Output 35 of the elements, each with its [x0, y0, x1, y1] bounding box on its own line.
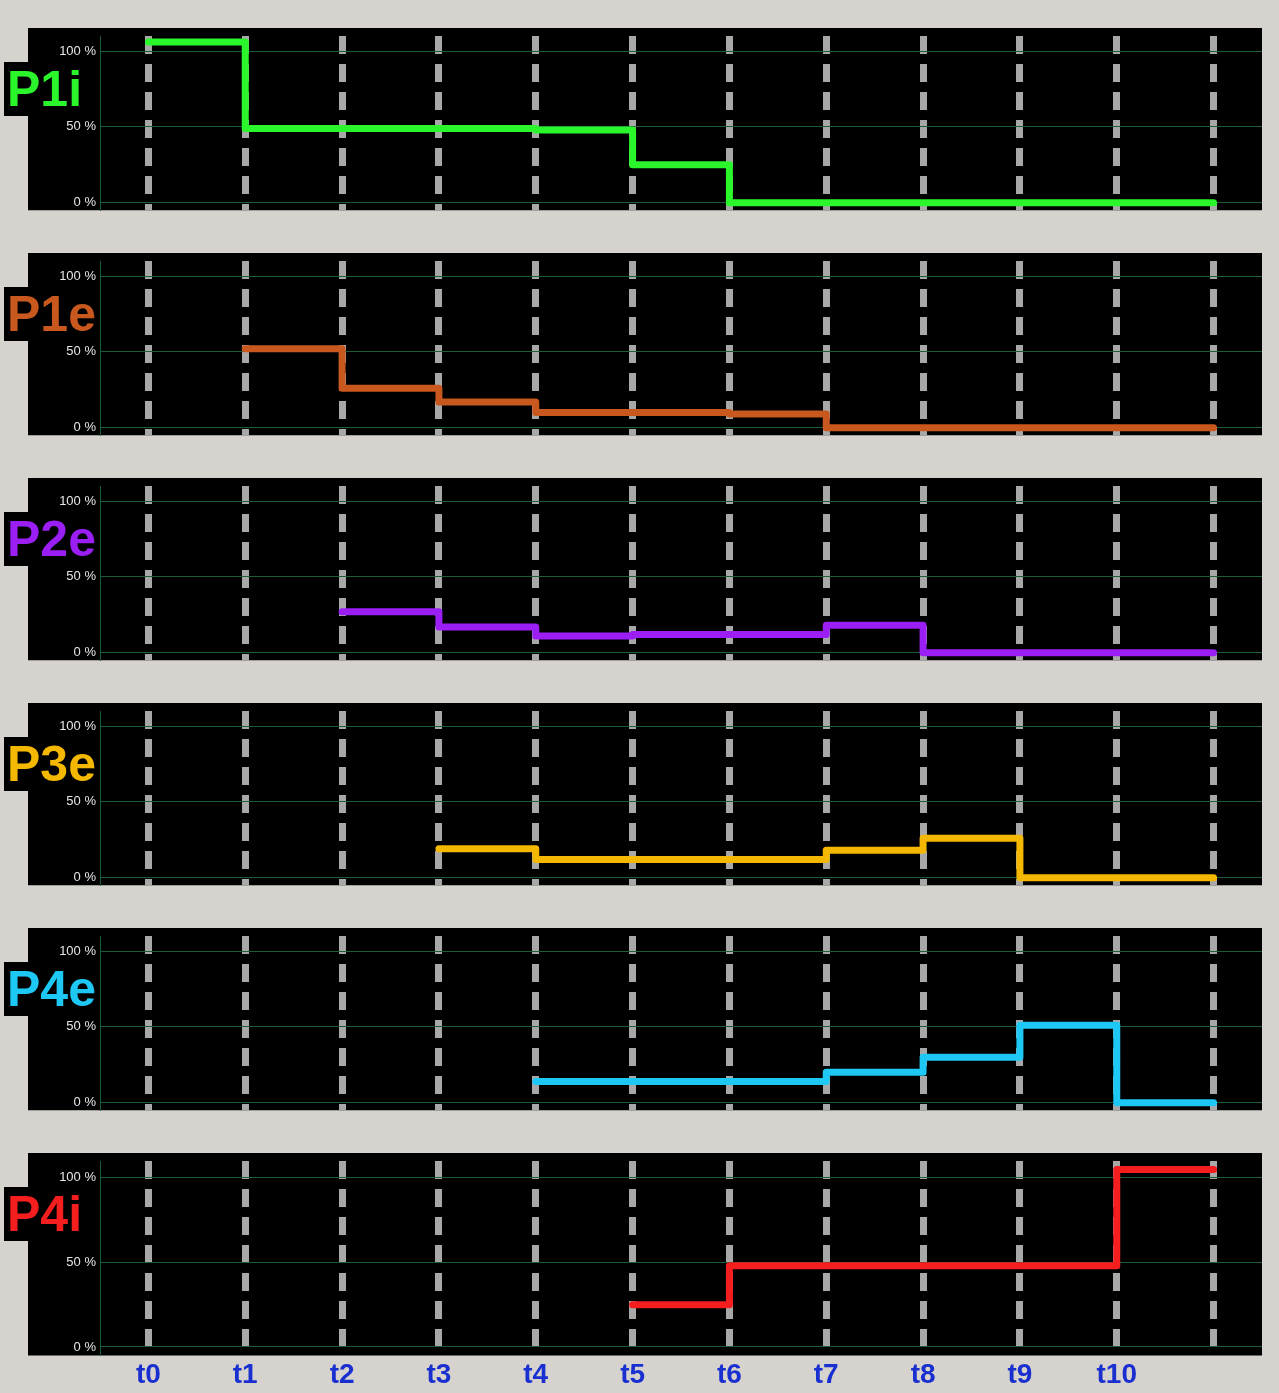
- x-tick-label: t3: [426, 1357, 452, 1389]
- y-tick-label: 100 %: [59, 717, 97, 733]
- y-tick-label: 0 %: [73, 1338, 97, 1354]
- text: P4i: [4, 1186, 86, 1242]
- y-tick-label: 100 %: [59, 942, 97, 958]
- y-tick-label: 50 %: [66, 118, 97, 134]
- text: P1e: [4, 286, 99, 342]
- y-tick-label: 0 %: [73, 1094, 97, 1110]
- y-tick-label: 100 %: [59, 1169, 97, 1185]
- y-tick-label: 50 %: [66, 1254, 97, 1269]
- x-tick-label: t4: [523, 1357, 549, 1389]
- y-tick-label: 0 %: [73, 644, 97, 660]
- x-tick-label: t0: [135, 1357, 161, 1389]
- y-tick-label: 50 %: [66, 793, 97, 809]
- x-tick-label: t1: [232, 1357, 258, 1389]
- text: P3e: [4, 736, 99, 792]
- x-tick-label: t6: [716, 1357, 742, 1389]
- x-tick-label: t9: [1007, 1357, 1033, 1389]
- text: P2e: [4, 511, 99, 567]
- y-tick-label: 0 %: [73, 869, 97, 885]
- x-tick-label: t10: [1096, 1357, 1137, 1389]
- y-tick-label: 50 %: [66, 1018, 97, 1034]
- y-tick-label: 50 %: [66, 568, 97, 584]
- x-tick-label: t7: [813, 1357, 839, 1389]
- y-tick-label: 50 %: [66, 343, 97, 359]
- y-tick-label: 100 %: [59, 492, 97, 508]
- x-tick-label: t8: [910, 1357, 936, 1389]
- text: P4e: [4, 961, 99, 1017]
- y-tick-label: 100 %: [59, 267, 97, 283]
- x-tick-label: t5: [620, 1357, 646, 1389]
- x-tick-label: t2: [329, 1357, 355, 1389]
- y-tick-label: 100 %: [59, 42, 97, 58]
- y-tick-label: 0 %: [73, 194, 97, 210]
- series-label: P1i: [4, 61, 86, 117]
- y-tick-label: 0 %: [73, 419, 97, 435]
